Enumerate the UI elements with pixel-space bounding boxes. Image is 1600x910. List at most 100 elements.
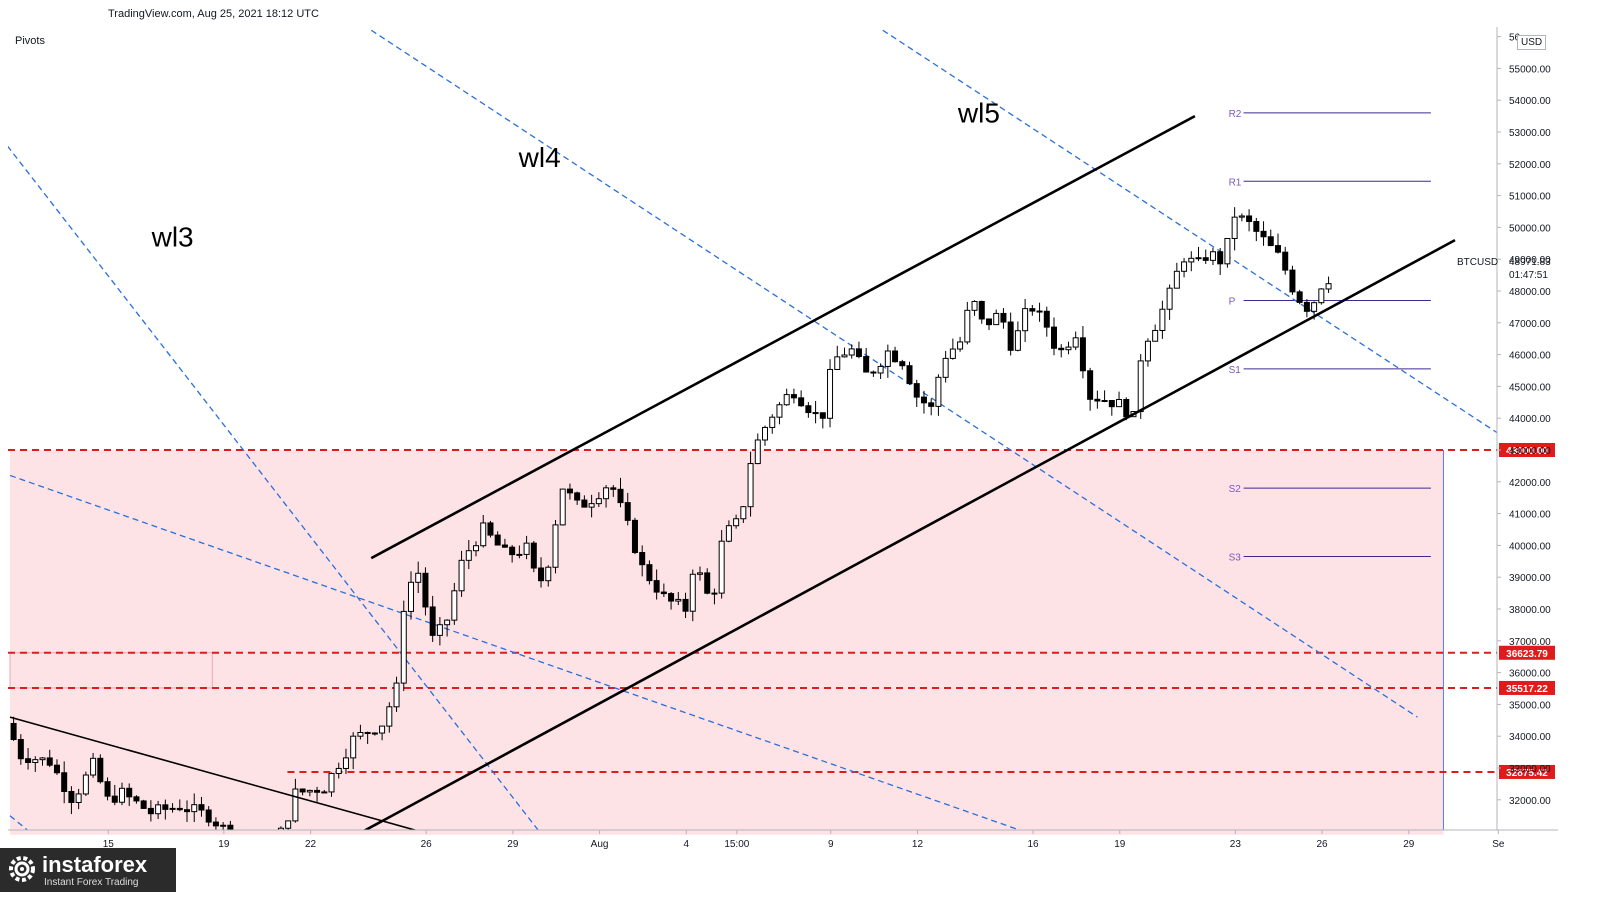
price-tick-label: 48000.00 <box>1509 287 1551 298</box>
price-tick-label: 51000.00 <box>1509 192 1551 203</box>
price-tick-label: 37000.00 <box>1509 637 1551 648</box>
candle-body <box>220 824 227 827</box>
currency-unit-badge[interactable]: USD <box>1517 35 1547 50</box>
candle-body <box>971 300 978 311</box>
candle-body <box>595 498 602 505</box>
channel-lines <box>9 114 1456 830</box>
candle-body <box>1303 301 1310 312</box>
candle-body <box>1108 400 1115 408</box>
candle-body <box>783 394 790 406</box>
warning-line <box>882 29 1497 434</box>
warning-line <box>9 815 29 830</box>
candle-body <box>480 522 487 547</box>
time-tick-label: Aug <box>591 839 609 850</box>
candle-body <box>184 809 191 813</box>
channel-line-lower <box>362 238 1456 830</box>
candle-body <box>97 757 104 783</box>
candle-body <box>371 732 378 735</box>
candle-body <box>90 757 97 776</box>
channel-line-upper <box>370 114 1196 560</box>
candle-body <box>1051 326 1058 349</box>
price-tick-label: 47000.00 <box>1509 319 1551 330</box>
time-tick-label: 19 <box>218 839 230 850</box>
candle-body <box>754 439 761 465</box>
time-tick-label: 4 <box>683 839 689 850</box>
candle-body <box>10 722 17 741</box>
candle-body <box>581 499 588 508</box>
time-tick-label: 15:00 <box>724 839 749 850</box>
warning-line <box>9 474 1022 830</box>
downtrend-line <box>9 716 418 830</box>
candle-body <box>1014 330 1021 351</box>
candle-body <box>530 542 537 569</box>
candle-body <box>942 357 949 378</box>
candle-body <box>1029 308 1036 312</box>
candle-body <box>1274 245 1281 253</box>
candle-body <box>1188 257 1195 263</box>
candle-body <box>53 764 60 774</box>
candle-body <box>140 800 147 809</box>
candle-body <box>1217 251 1224 265</box>
candle-body <box>1260 230 1267 238</box>
pivot-label: S1 <box>1229 365 1242 376</box>
candle-body <box>740 506 747 520</box>
time-tick-label: 26 <box>421 839 433 850</box>
logo-tagline: Instant Forex Trading <box>44 877 139 888</box>
price-axis[interactable]: 32000.00 33000.00 34000.00 35000.00 36000.00… <box>1496 27 1551 830</box>
candle-body <box>68 790 75 803</box>
candle-body <box>473 545 480 552</box>
candle-body <box>393 682 400 708</box>
candle-body <box>147 807 154 815</box>
candle-body <box>1173 270 1180 289</box>
candle-body <box>1116 398 1123 408</box>
price-tick-label: 55000.00 <box>1509 64 1551 75</box>
horizontal-levels: 43000.00 36623.79 35517.22 32875.42 <box>8 443 1555 779</box>
candle-body <box>487 522 494 536</box>
candle-body <box>458 559 465 592</box>
candle-body <box>1152 329 1159 342</box>
pivot-label: S2 <box>1229 484 1242 495</box>
candle-body <box>82 774 89 795</box>
candle-body <box>855 348 862 358</box>
candle-body <box>928 402 935 407</box>
price-tick-label: 39000.00 <box>1509 573 1551 584</box>
candle-body <box>827 368 834 419</box>
candle-body <box>1181 261 1188 272</box>
instaforex-gear-icon <box>9 856 35 882</box>
time-axis[interactable]: 15 19 22 26 29 Aug 4 15:00 9 12 16 19 23 26 29 Se <box>8 829 1558 850</box>
candle-body <box>1231 216 1238 239</box>
warning-lines <box>8 29 1497 830</box>
candle-body <box>696 572 703 575</box>
level-price-tag <box>1499 764 1555 779</box>
candle-body <box>1246 215 1253 222</box>
candle-body <box>198 804 205 811</box>
candle-body <box>1043 310 1050 328</box>
candle-body <box>538 567 545 582</box>
candle-body <box>1036 310 1043 313</box>
price-tick-label: 54000.00 <box>1509 96 1551 107</box>
time-tick-label: 23 <box>1230 839 1242 850</box>
candle-body <box>552 524 559 568</box>
candle-body <box>1137 360 1144 413</box>
level-price-label: 43000.00 <box>1506 446 1548 457</box>
candle-body <box>1238 215 1245 218</box>
candle-body <box>494 534 501 546</box>
candle-body <box>126 787 133 798</box>
candle-body <box>400 610 407 684</box>
candle-body <box>1144 340 1151 362</box>
price-tick-label: 53000.00 <box>1509 128 1551 139</box>
level-price-tag <box>1499 645 1555 660</box>
candle-body <box>1058 347 1065 351</box>
candle-body <box>624 502 631 521</box>
level-price-tag <box>1499 680 1555 695</box>
candle-body <box>32 759 39 763</box>
candle-body <box>205 809 212 823</box>
candle-body <box>639 552 646 566</box>
candle-body <box>798 397 805 407</box>
indicator-name[interactable]: Pivots <box>15 35 45 47</box>
candle-body <box>631 519 638 554</box>
candle-body <box>1007 321 1014 351</box>
candle-body <box>1094 398 1101 402</box>
candle-body <box>1282 251 1289 271</box>
